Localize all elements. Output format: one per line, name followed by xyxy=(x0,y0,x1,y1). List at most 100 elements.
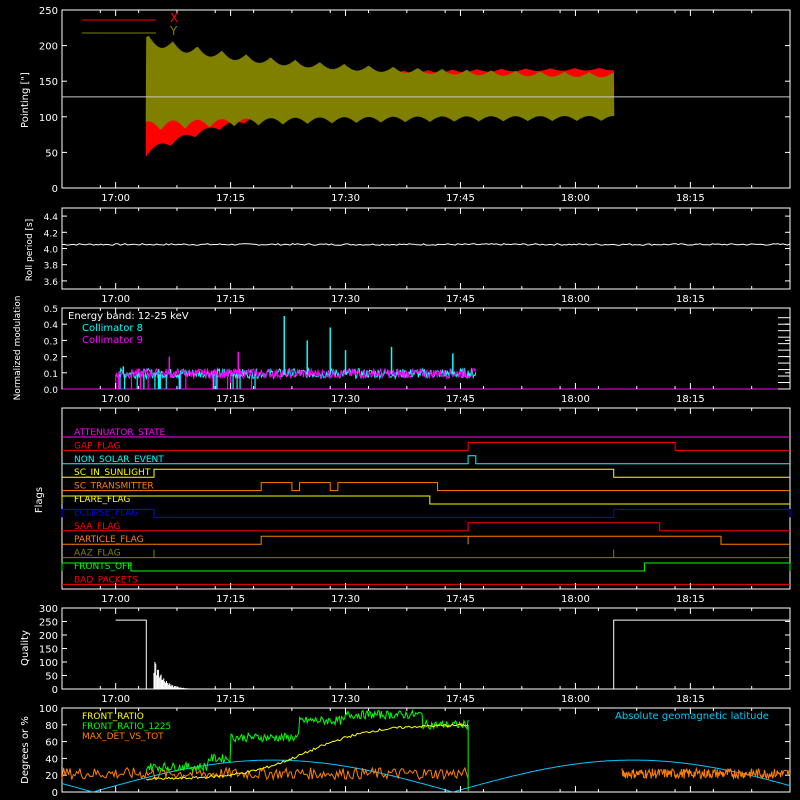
legend-label-X: X xyxy=(170,11,178,25)
y-tick-label: 40 xyxy=(45,754,58,765)
time-tick-label: 17:15 xyxy=(216,394,245,405)
time-tick-label: 18:15 xyxy=(676,193,705,204)
modulation-series-1 xyxy=(115,367,477,380)
time-tick-label: 17:30 xyxy=(331,294,360,305)
max-det-vs-tot-series xyxy=(61,766,469,781)
flag-label: PARTICLE_FLAG xyxy=(74,535,144,545)
time-tick-label: 17:45 xyxy=(446,594,475,605)
roll-ylabel: Roll period [s] xyxy=(25,219,35,281)
flag-line-fronts-off xyxy=(61,562,791,572)
flags-ylabel: Flags xyxy=(34,487,45,513)
flag-line-sc-in-sunlight xyxy=(62,468,790,478)
modulation-panel: Normalized modulation 0.0 0.1 0.2 0.3 0.4 0.5… xyxy=(13,296,791,400)
y-tick-label: 3.6 xyxy=(44,278,59,288)
flag-label: NON_SOLAR_EVENT xyxy=(74,455,164,465)
front-ratio-series xyxy=(146,723,469,781)
y-tick-label: 200 xyxy=(39,42,58,53)
flag-label: SC_TRANSMITTER xyxy=(74,482,154,492)
flags-frame xyxy=(61,407,791,590)
y-tick-label: 100 xyxy=(39,704,58,715)
y-tick-label: 300 xyxy=(39,604,58,615)
geomagnetic-legend-0: FRONT_RATIO xyxy=(82,712,144,722)
time-tick-label: 17:00 xyxy=(101,294,130,305)
flag-label: AAZ_FLAG xyxy=(74,549,121,559)
y-tick-label: 4.0 xyxy=(44,246,59,256)
roll-panel: Roll period [s] 3.6 3.8 4.0 4.2 4.4 xyxy=(25,207,791,290)
time-tick-label: 17:00 xyxy=(101,694,130,705)
y-tick-label: 150 xyxy=(39,77,58,88)
y-tick-label: 100 xyxy=(39,658,58,669)
y-tick-label: 4.2 xyxy=(44,229,58,239)
flag-line-aaz-flag xyxy=(62,549,790,559)
pointing-series-Y xyxy=(145,35,615,130)
y-tick-label: 50 xyxy=(45,148,58,159)
geomagnetic-annotation: Absolute geomagnetic latitude xyxy=(615,711,769,722)
quality-segment-1 xyxy=(613,619,790,689)
time-tick-label: 18:15 xyxy=(676,394,705,405)
time-tick-label: 18:15 xyxy=(676,694,705,705)
pointing-ylabel: Pointing ["] xyxy=(20,72,31,128)
time-tick-label: 17:45 xyxy=(446,394,475,405)
front-ratio-1225-series xyxy=(145,709,469,773)
time-tick-label: 17:30 xyxy=(331,394,360,405)
time-tick-label: 18:00 xyxy=(561,193,590,204)
time-tick-label: 17:00 xyxy=(101,594,130,605)
time-tick-label: 18:00 xyxy=(561,294,590,305)
time-tick-label: 18:15 xyxy=(676,594,705,605)
time-tick-label: 18:00 xyxy=(561,594,590,605)
pointing-frame xyxy=(61,9,791,189)
flag-label: SAA_FLAG xyxy=(74,522,120,532)
y-tick-label: 200 xyxy=(39,631,58,642)
y-tick-label: 0 xyxy=(52,685,58,696)
time-tick-label: 17:45 xyxy=(446,193,475,204)
time-tick-label: 17:15 xyxy=(216,294,245,305)
time-tick-label: 18:00 xyxy=(561,694,590,705)
y-tick-label: 0.2 xyxy=(44,354,58,364)
time-tick-label: 17:45 xyxy=(446,294,475,305)
y-tick-label: 0.3 xyxy=(44,337,58,347)
y-tick-label: 0.1 xyxy=(44,370,58,380)
y-tick-label: 50 xyxy=(45,672,58,683)
time-tick-label: 18:00 xyxy=(561,394,590,405)
y-tick-label: 0.0 xyxy=(44,386,59,396)
y-tick-label: 250 xyxy=(39,618,58,629)
max-det-vs-tot-series-late xyxy=(621,766,791,781)
flag-line-flare-flag xyxy=(61,495,790,505)
y-tick-label: 80 xyxy=(45,721,58,732)
flag-label: BAD_PACKETS xyxy=(74,575,138,585)
flag-label: ATTENUATOR_STATE xyxy=(74,428,166,438)
y-tick-label: 3.8 xyxy=(44,262,59,272)
geomagnetic-latitude-curve xyxy=(61,759,791,793)
y-tick-label: 0.4 xyxy=(44,321,59,331)
flag-label: FLARE_FLAG xyxy=(74,495,130,505)
flag-line-particle-flag xyxy=(62,535,790,545)
geomagnetic-legend-1: FRONT_RATIO_1225 xyxy=(82,722,171,732)
flag-label: ECLIPSE_FLAG xyxy=(74,508,138,518)
roll-period-series xyxy=(61,243,791,246)
time-tick-label: 17:15 xyxy=(216,694,245,705)
pointing-panel: Pointing ["] 0 50 100 150 200 250 XY xyxy=(20,6,791,195)
flag-line-gap-flag xyxy=(62,441,790,451)
time-tick-label: 17:15 xyxy=(216,594,245,605)
quality-ylabel: Quality xyxy=(20,630,31,666)
y-tick-label: 0 xyxy=(52,184,58,195)
y-tick-label: 250 xyxy=(39,6,58,17)
y-tick-label: 0 xyxy=(52,788,58,799)
roll-frame xyxy=(61,207,791,290)
flag-line-saa-flag xyxy=(62,522,790,532)
quality-panel: Quality 0 50 100 150 200 250 300 xyxy=(20,604,791,696)
flag-line-sc-transmitter xyxy=(62,482,790,492)
geomagnetic-frame xyxy=(61,707,791,793)
modulation-legend-0: Collimator 8 xyxy=(82,323,143,334)
y-tick-label: 60 xyxy=(45,738,58,749)
time-tick-label: 17:45 xyxy=(446,694,475,705)
flag-label: GAP_FLAG xyxy=(74,441,120,451)
geomagnetic-panel: Degrees or % 0 20 40 60 80 100 FRONT_RATIOFRO… xyxy=(20,704,791,799)
flag-line-eclipse-flag xyxy=(61,508,791,518)
y-tick-label: 4.4 xyxy=(44,213,59,223)
quality-segment-0 xyxy=(115,619,147,689)
modulation-series-0 xyxy=(115,366,477,381)
legend-label-Y: Y xyxy=(169,24,178,38)
y-tick-label: 150 xyxy=(39,645,58,656)
time-tick-label: 17:30 xyxy=(331,594,360,605)
